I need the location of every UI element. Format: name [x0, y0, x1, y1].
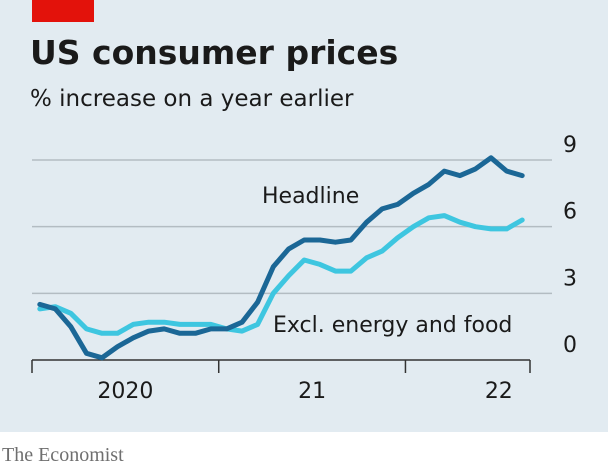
- y-tick-label: 3: [563, 266, 577, 291]
- y-tick-label: 0: [563, 333, 577, 358]
- x-tick-label: 2020: [97, 379, 153, 404]
- chart-title: US consumer prices: [30, 33, 398, 72]
- chart-subtitle: % increase on a year earlier: [30, 86, 354, 112]
- y-tick-label: 6: [563, 200, 577, 225]
- x-tick-label: 21: [298, 379, 326, 404]
- line-series: [37, 213, 525, 336]
- y-tick-label: 9: [563, 133, 577, 158]
- line-series: [37, 155, 525, 361]
- annotation: Headline: [262, 184, 359, 209]
- annotation: Excl. energy and food: [273, 313, 512, 338]
- red-tag: [32, 0, 94, 22]
- x-tick-label: 22: [485, 379, 513, 404]
- source: The Economist: [2, 444, 124, 466]
